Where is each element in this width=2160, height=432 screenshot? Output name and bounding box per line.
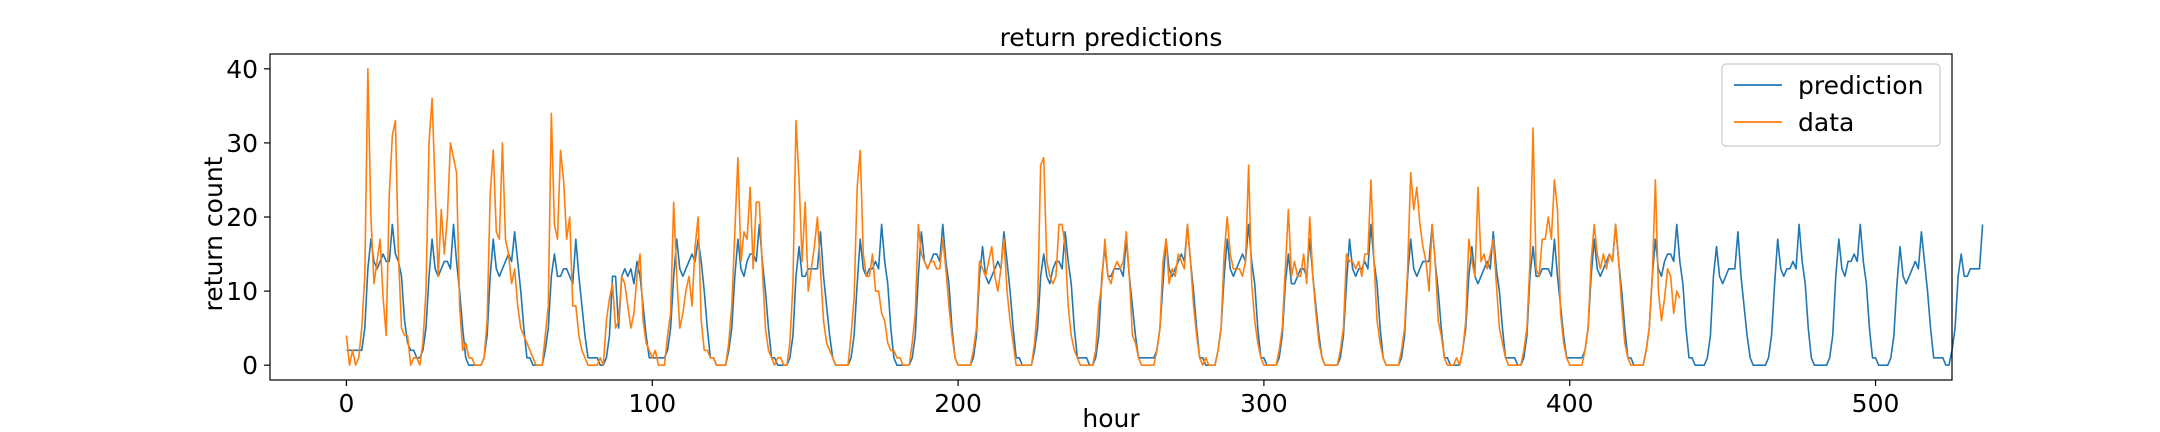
legend: prediction data xyxy=(1721,63,1941,147)
chart-title: return predictions xyxy=(1000,23,1223,52)
y-axis: 0 10 20 30 40 xyxy=(226,55,270,380)
x-axis: 0 100 200 300 400 500 xyxy=(339,380,1900,418)
x-tick-label: 0 xyxy=(339,389,355,418)
y-tick-label: 10 xyxy=(226,277,258,306)
y-tick-label: 40 xyxy=(226,55,258,84)
y-tick-label: 20 xyxy=(226,203,258,232)
legend-label-prediction: prediction xyxy=(1798,71,1923,100)
y-tick-label: 0 xyxy=(242,351,258,380)
x-tick-label: 200 xyxy=(934,389,982,418)
y-tick-label: 30 xyxy=(226,129,258,158)
x-tick-label: 100 xyxy=(628,389,676,418)
series-line-data xyxy=(345,68,1681,366)
x-tick-label: 300 xyxy=(1240,389,1288,418)
y-axis-title: return count xyxy=(199,156,228,311)
legend-label-data: data xyxy=(1798,108,1854,137)
x-tick-label: 500 xyxy=(1852,389,1900,418)
x-tick-label: 400 xyxy=(1546,389,1594,418)
x-axis-title: hour xyxy=(1082,404,1140,432)
